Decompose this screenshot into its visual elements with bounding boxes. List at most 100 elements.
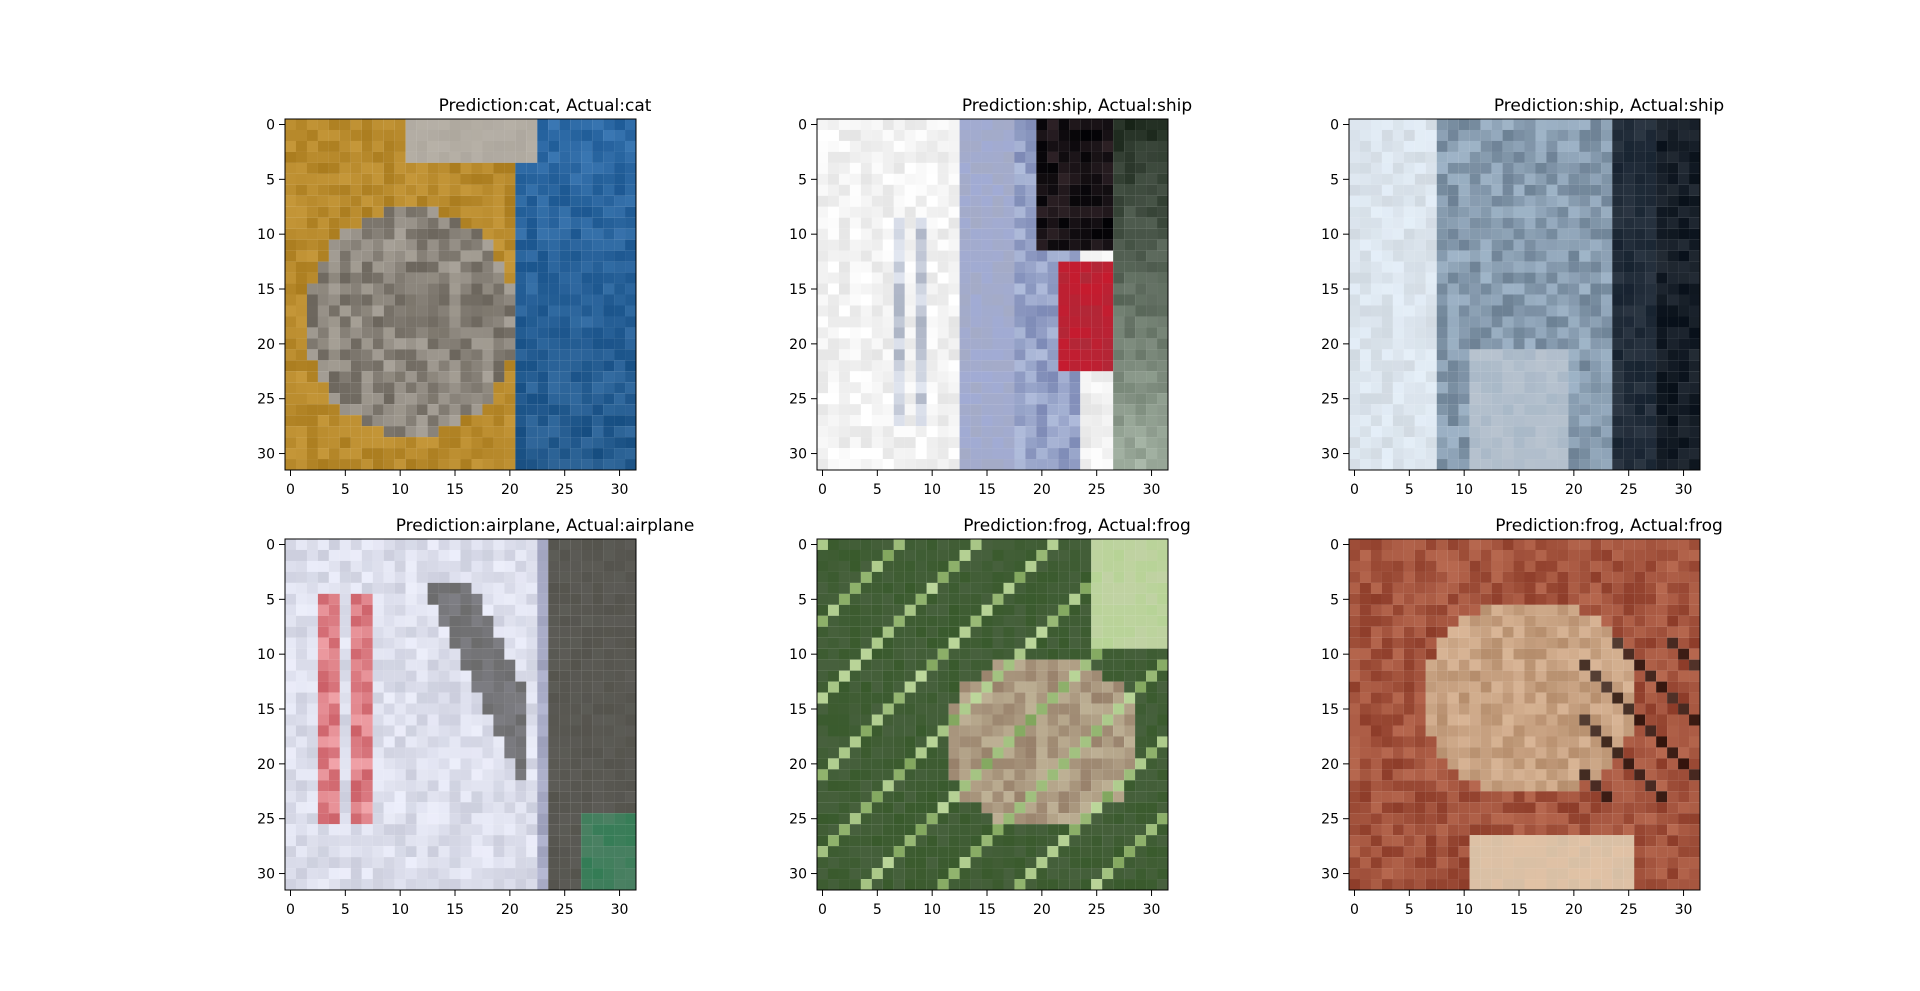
image-pixel <box>1524 140 1536 152</box>
image-pixel <box>1535 228 1547 240</box>
image-pixel <box>372 725 384 737</box>
image-pixel <box>1601 283 1613 295</box>
image-pixel <box>493 283 505 295</box>
image-pixel <box>1080 272 1092 284</box>
image-pixel <box>959 681 971 693</box>
image-pixel <box>1535 448 1547 460</box>
image-pixel <box>625 151 637 163</box>
image-pixel <box>1003 747 1015 759</box>
image-pixel <box>1349 119 1361 131</box>
image-pixel <box>1524 184 1536 196</box>
image-pixel <box>904 714 916 726</box>
image-pixel <box>992 571 1004 583</box>
image-pixel <box>537 327 549 339</box>
image-pixel <box>383 294 395 306</box>
image-pixel <box>1502 206 1514 218</box>
image-pixel <box>625 437 637 449</box>
image-pixel <box>427 195 439 207</box>
image-pixel <box>1579 129 1591 141</box>
image-pixel <box>460 549 472 561</box>
image-pixel <box>1003 195 1015 207</box>
image-pixel <box>817 228 829 240</box>
image-pixel <box>1157 692 1169 704</box>
image-pixel <box>603 758 615 770</box>
image-pixel <box>526 393 538 405</box>
image-pixel <box>1359 404 1371 416</box>
image-pixel <box>860 228 872 240</box>
image-pixel <box>416 813 428 825</box>
image-pixel <box>1091 415 1103 427</box>
image-pixel <box>515 404 527 416</box>
image-pixel <box>1058 791 1070 803</box>
image-pixel <box>970 769 982 781</box>
image-pixel <box>383 615 395 627</box>
image-pixel <box>493 626 505 638</box>
image-pixel <box>860 791 872 803</box>
image-pixel <box>482 736 494 748</box>
image-pixel <box>394 206 406 218</box>
image-pixel <box>970 119 982 131</box>
image-pixel <box>948 780 960 792</box>
image-pixel <box>460 382 472 394</box>
image-pixel <box>515 371 527 383</box>
image-pixel <box>1003 626 1015 638</box>
image-pixel <box>515 195 527 207</box>
image-pixel <box>893 327 905 339</box>
image-pixel <box>504 725 516 737</box>
image-pixel <box>526 747 538 759</box>
image-pixel <box>383 802 395 814</box>
image-pixel <box>372 316 384 328</box>
image-pixel <box>548 857 560 869</box>
image-pixel <box>1513 217 1525 229</box>
image-pixel <box>937 637 949 649</box>
image-pixel <box>1124 448 1136 460</box>
image-pixel <box>1014 593 1026 605</box>
image-pixel <box>1590 415 1602 427</box>
image-pixel <box>915 791 927 803</box>
image-pixel <box>1623 294 1635 306</box>
image-pixel <box>383 582 395 594</box>
image-pixel <box>1579 261 1591 273</box>
image-pixel <box>427 371 439 383</box>
image-pixel <box>339 604 351 616</box>
image-pixel <box>372 305 384 317</box>
image-pixel <box>361 714 373 726</box>
image-pixel <box>904 382 916 394</box>
image-pixel <box>860 272 872 284</box>
image-pixel <box>306 791 318 803</box>
image-pixel <box>559 736 571 748</box>
image-pixel <box>871 582 883 594</box>
image-pixel <box>1069 173 1081 185</box>
image-pixel <box>438 151 450 163</box>
image-pixel <box>285 571 297 583</box>
image-pixel <box>306 571 318 583</box>
image-pixel <box>372 217 384 229</box>
image-pixel <box>526 184 538 196</box>
image-pixel <box>1080 173 1092 185</box>
image-pixel <box>1025 615 1037 627</box>
image-pixel <box>537 119 549 131</box>
image-pixel <box>1502 448 1514 460</box>
image-pixel <box>1480 327 1492 339</box>
image-pixel <box>438 769 450 781</box>
image-pixel <box>1003 283 1015 295</box>
image-pixel <box>1102 681 1114 693</box>
image-pixel <box>817 371 829 383</box>
image-pixel <box>1689 382 1701 394</box>
image-pixel <box>449 360 461 372</box>
image-pixel <box>849 217 861 229</box>
image-pixel <box>1480 140 1492 152</box>
image-pixel <box>449 549 461 561</box>
image-pixel <box>295 725 307 737</box>
image-pixel <box>515 360 527 372</box>
image-pixel <box>306 349 318 361</box>
image-pixel <box>992 615 1004 627</box>
image-pixel <box>416 217 428 229</box>
image-pixel <box>904 758 916 770</box>
image-pixel <box>1436 195 1448 207</box>
image-pixel <box>1080 119 1092 131</box>
image-pixel <box>394 736 406 748</box>
image-pixel <box>625 868 637 880</box>
image-pixel <box>1135 703 1147 715</box>
image-pixel <box>937 327 949 339</box>
